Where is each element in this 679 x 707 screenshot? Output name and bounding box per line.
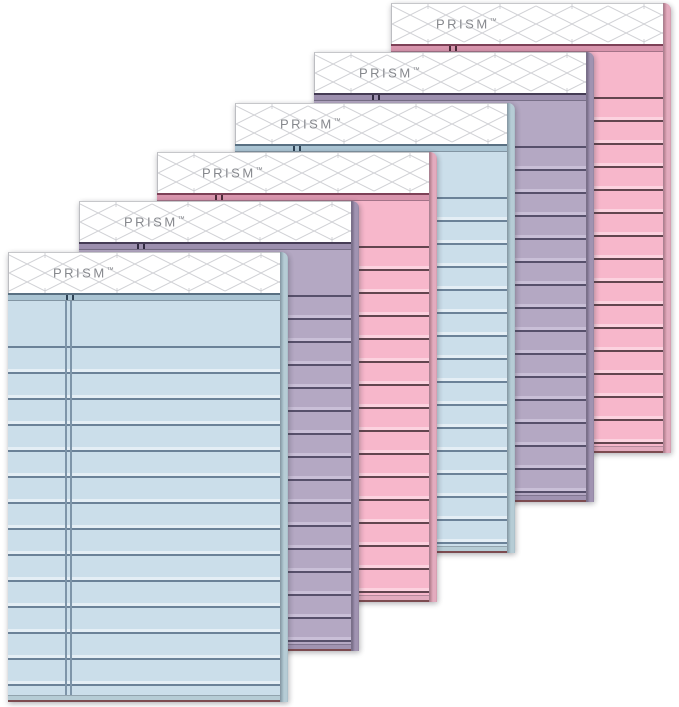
prism-pattern bbox=[392, 4, 663, 44]
trademark-symbol: ™ bbox=[255, 167, 263, 175]
brand-logo: PRISM™ bbox=[359, 66, 420, 81]
rule-lines bbox=[8, 346, 280, 695]
prism-pattern bbox=[236, 104, 507, 144]
brand-logo-text: PRISM bbox=[359, 65, 413, 81]
prism-pattern bbox=[158, 153, 429, 193]
brand-logo-text: PRISM bbox=[436, 16, 490, 32]
prism-pattern bbox=[315, 53, 586, 93]
binding-strip bbox=[79, 242, 351, 250]
pad-header: PRISM™ bbox=[79, 201, 351, 242]
pad-header: PRISM™ bbox=[314, 52, 586, 93]
binding-strip bbox=[314, 93, 586, 101]
staple-mark bbox=[293, 146, 295, 151]
brand-logo: PRISM™ bbox=[124, 215, 185, 230]
brand-logo-text: PRISM bbox=[53, 265, 107, 281]
brand-logo-text: PRISM bbox=[124, 214, 178, 230]
staple-mark bbox=[372, 95, 374, 100]
prism-pattern bbox=[80, 202, 351, 242]
brand-logo: PRISM™ bbox=[280, 117, 341, 132]
brand-logo: PRISM™ bbox=[436, 17, 497, 32]
ruled-paper bbox=[8, 301, 280, 695]
trademark-symbol: ™ bbox=[106, 267, 114, 275]
brand-logo: PRISM™ bbox=[53, 266, 114, 281]
trademark-symbol: ™ bbox=[177, 216, 185, 224]
notepad-blue-pad-1-front: PRISM™ bbox=[8, 252, 288, 702]
brand-logo: PRISM™ bbox=[202, 166, 263, 181]
pad-header: PRISM™ bbox=[157, 152, 429, 193]
trademark-symbol: ™ bbox=[489, 18, 497, 26]
margin-line bbox=[65, 301, 72, 695]
page-stack-edge bbox=[586, 52, 594, 502]
page-stack-edge bbox=[351, 201, 359, 651]
page-stack-edge bbox=[507, 103, 515, 553]
pad-bottom-edge bbox=[8, 695, 288, 702]
staple-mark bbox=[66, 295, 68, 300]
page-stack-edge bbox=[280, 252, 288, 702]
trademark-symbol: ™ bbox=[412, 67, 420, 75]
prism-pattern bbox=[9, 253, 280, 293]
pad-header: PRISM™ bbox=[235, 103, 507, 144]
binding-strip bbox=[157, 193, 429, 201]
pad-header: PRISM™ bbox=[391, 3, 663, 44]
binding-strip bbox=[235, 144, 507, 152]
page-stack-edge bbox=[663, 3, 671, 453]
staple-mark bbox=[215, 195, 217, 200]
page-stack-edge bbox=[429, 152, 437, 602]
staple-mark bbox=[449, 46, 451, 51]
brand-logo-text: PRISM bbox=[280, 116, 334, 132]
trademark-symbol: ™ bbox=[333, 118, 341, 126]
binding-strip bbox=[391, 44, 663, 52]
brand-logo-text: PRISM bbox=[202, 165, 256, 181]
binding-strip bbox=[8, 293, 280, 301]
pad-header: PRISM™ bbox=[8, 252, 280, 293]
staple-mark bbox=[137, 244, 139, 249]
